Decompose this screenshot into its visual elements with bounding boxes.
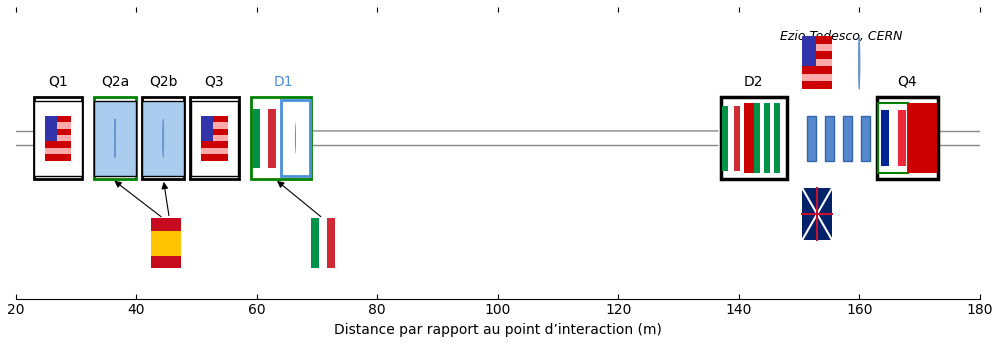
Bar bbox=[843, 116, 852, 161]
Bar bbox=[34, 97, 82, 179]
Bar bbox=[142, 97, 184, 179]
Bar bbox=[191, 101, 238, 175]
Bar bbox=[251, 97, 311, 179]
Text: Q3: Q3 bbox=[205, 75, 224, 89]
Bar bbox=[802, 51, 832, 58]
Bar bbox=[94, 101, 136, 175]
Bar bbox=[45, 122, 71, 129]
Text: Q2b: Q2b bbox=[149, 75, 178, 89]
Bar bbox=[764, 103, 770, 173]
Bar bbox=[45, 148, 71, 154]
Bar bbox=[45, 141, 71, 148]
Bar bbox=[201, 148, 228, 154]
Bar bbox=[734, 106, 740, 171]
Bar bbox=[311, 218, 319, 268]
Bar bbox=[45, 135, 71, 141]
Bar bbox=[45, 116, 57, 141]
Text: D2: D2 bbox=[744, 75, 764, 89]
Bar bbox=[728, 106, 734, 171]
Text: Q1: Q1 bbox=[48, 75, 68, 89]
Bar bbox=[253, 109, 260, 168]
Bar bbox=[754, 103, 760, 173]
Bar bbox=[861, 116, 870, 161]
Bar bbox=[268, 109, 276, 168]
Text: Ezio Todesco, CERN: Ezio Todesco, CERN bbox=[780, 30, 903, 43]
Bar bbox=[151, 218, 181, 231]
Bar bbox=[802, 74, 832, 81]
X-axis label: Distance par rapport au point d’interaction (m): Distance par rapport au point d’interact… bbox=[334, 323, 662, 337]
Bar bbox=[807, 116, 816, 161]
Bar bbox=[201, 116, 213, 141]
Circle shape bbox=[859, 35, 860, 89]
Bar bbox=[802, 36, 832, 44]
Bar bbox=[889, 110, 898, 166]
Bar bbox=[201, 141, 228, 148]
Bar bbox=[319, 218, 327, 268]
Bar bbox=[260, 109, 268, 168]
Text: D1: D1 bbox=[274, 75, 294, 89]
Bar bbox=[201, 116, 228, 122]
Bar bbox=[802, 188, 832, 240]
Bar bbox=[877, 97, 938, 179]
Bar bbox=[190, 97, 239, 179]
Bar bbox=[34, 101, 82, 175]
Bar bbox=[45, 154, 71, 161]
Bar bbox=[898, 110, 906, 166]
Bar bbox=[201, 122, 228, 129]
Bar bbox=[151, 256, 181, 268]
Bar bbox=[151, 231, 181, 256]
Bar bbox=[45, 116, 71, 122]
Bar bbox=[722, 106, 728, 171]
Bar bbox=[151, 231, 181, 243]
Bar bbox=[744, 103, 754, 173]
Bar bbox=[802, 66, 832, 74]
Text: Q4: Q4 bbox=[898, 75, 917, 89]
Bar bbox=[284, 110, 306, 166]
Bar bbox=[802, 36, 816, 66]
Bar bbox=[802, 58, 832, 66]
Bar bbox=[94, 97, 136, 179]
Bar bbox=[201, 154, 228, 161]
Text: Q2a: Q2a bbox=[101, 75, 129, 89]
Bar bbox=[881, 110, 889, 166]
Bar bbox=[201, 129, 228, 135]
Bar bbox=[45, 129, 71, 135]
Bar bbox=[774, 103, 780, 173]
Bar bbox=[201, 135, 228, 141]
Bar bbox=[802, 81, 832, 89]
Bar bbox=[327, 218, 335, 268]
Bar bbox=[142, 101, 184, 175]
Bar bbox=[151, 243, 181, 256]
Bar bbox=[802, 44, 832, 51]
Bar bbox=[825, 116, 834, 161]
Bar bbox=[721, 97, 787, 179]
Bar bbox=[908, 103, 937, 173]
Bar bbox=[878, 103, 908, 173]
Bar bbox=[281, 100, 310, 176]
